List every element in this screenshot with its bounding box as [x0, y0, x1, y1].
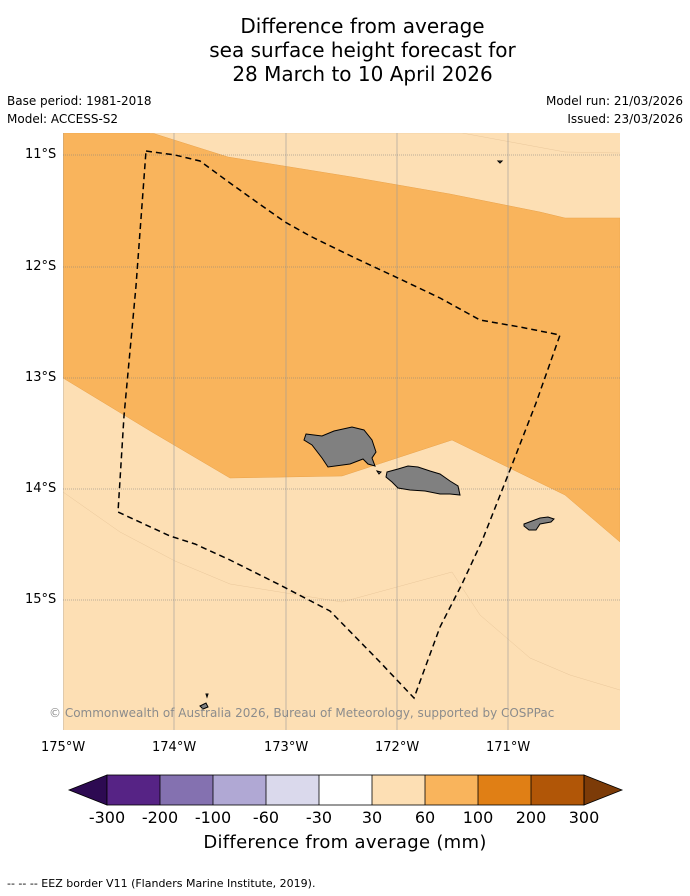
- model-name: Model: ACCESS-S2: [7, 112, 119, 126]
- title-line-2: sea surface height forecast for: [209, 38, 516, 62]
- island-niuafoou: [199, 702, 209, 710]
- colorbar-extend-high: [583, 774, 624, 806]
- anomaly-zone-60-100: [63, 133, 620, 543]
- lon-label-175w: 175°W: [41, 740, 86, 755]
- colorbar-tick: 200: [515, 808, 547, 827]
- lon-label-173w: 173°W: [264, 740, 309, 755]
- lat-gridlines: [63, 154, 620, 601]
- colorbar: [67, 774, 624, 806]
- title-line-3: 28 March to 10 April 2026: [232, 62, 493, 86]
- colorbar-bin: [425, 775, 478, 805]
- map-area: [63, 133, 620, 730]
- lat-label-14s: 14°S: [25, 481, 57, 496]
- colorbar-tick: 60: [414, 808, 436, 827]
- gridlines: [63, 133, 509, 730]
- colorbar-title: Difference from average (mm): [203, 832, 487, 853]
- island-savaii: [303, 426, 377, 468]
- island-swains: [496, 160, 504, 164]
- colorbar-tick: -100: [194, 808, 232, 827]
- colorbar-bin: [372, 775, 425, 805]
- colorbar-tick: 100: [462, 808, 494, 827]
- island-apolima: [375, 470, 382, 475]
- lat-label-11s: 11°S: [25, 147, 57, 162]
- lon-label-172w: 172°W: [375, 740, 420, 755]
- island-tutuila: [523, 516, 555, 531]
- island-upolu: [385, 465, 461, 496]
- lat-label-13s: 13°S: [25, 370, 57, 385]
- copyright-notice: © Commonwealth of Australia 2026, Bureau…: [49, 706, 555, 720]
- eez-border: [117, 150, 561, 700]
- lat-label-15s: 15°S: [25, 592, 57, 607]
- colorbar-bin: [531, 775, 584, 805]
- lon-label-171w: 171°W: [486, 740, 531, 755]
- colorbar-bin: [478, 775, 531, 805]
- colorbar-tick: -200: [141, 808, 179, 827]
- colorbar-tick: 30: [361, 808, 383, 827]
- issued-date: Issued: 23/03/2026: [567, 112, 683, 126]
- colorbar-tick: -300: [88, 808, 126, 827]
- island-islet: [205, 693, 209, 699]
- colorbar-bin: [213, 775, 266, 805]
- colorbar-tick: -30: [305, 808, 333, 827]
- colorbar-bin: [107, 775, 160, 805]
- colorbar-bin: [160, 775, 213, 805]
- lat-label-12s: 12°S: [25, 259, 57, 274]
- contour-60: [150, 133, 620, 154]
- eez-legend: -- -- -- EEZ border V11 (Flanders Marine…: [7, 877, 316, 890]
- colorbar-extend-low: [67, 774, 108, 806]
- base-period: Base period: 1981-2018: [7, 94, 152, 108]
- colorbar-bin: [319, 775, 372, 805]
- model-run: Model run: 21/03/2026: [545, 94, 683, 108]
- lon-label-174w: 174°W: [152, 740, 197, 755]
- colorbar-tick: 300: [568, 808, 600, 827]
- colorbar-tick: -60: [252, 808, 280, 827]
- title-line-1: Difference from average: [240, 14, 485, 38]
- colorbar-bin: [266, 775, 319, 805]
